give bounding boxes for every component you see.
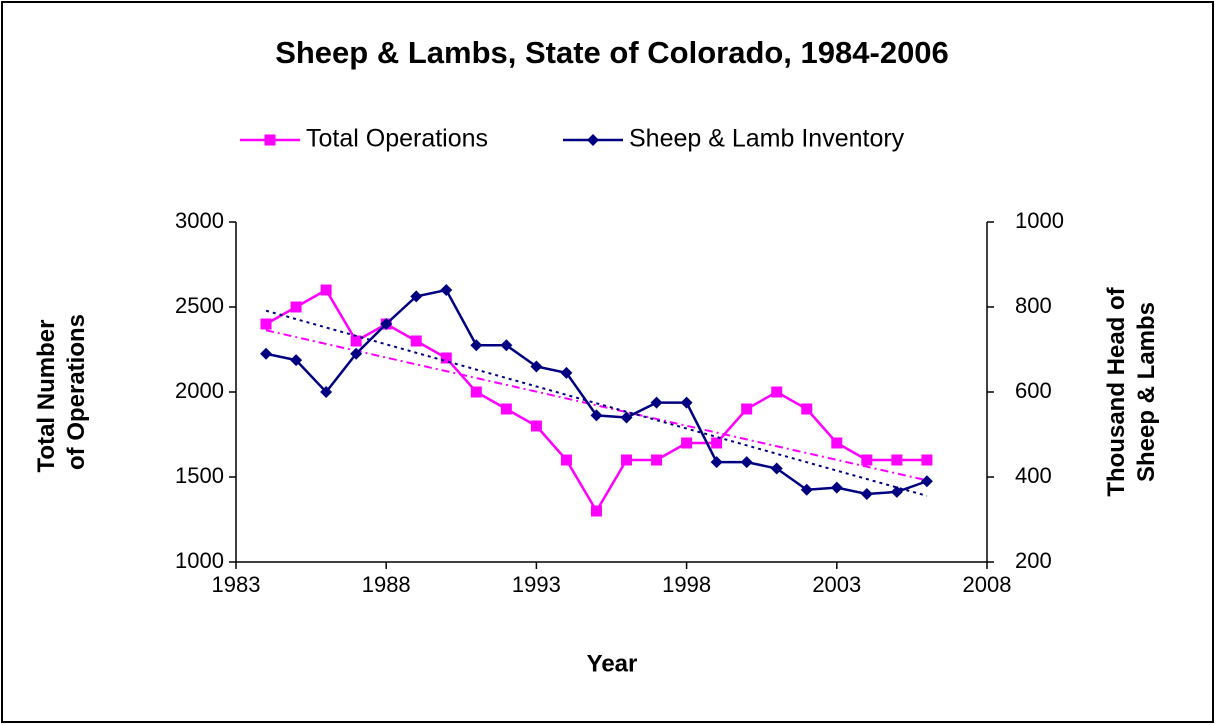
y2-tick-label: 200 bbox=[1015, 548, 1052, 573]
trendline bbox=[265, 309, 928, 497]
marker bbox=[711, 437, 723, 449]
marker bbox=[920, 475, 933, 488]
legend-label: Sheep & Lamb Inventory bbox=[629, 125, 905, 153]
y-axis-title-line: of Operations bbox=[63, 314, 90, 470]
y-axis-title: Total Number of Operations bbox=[33, 314, 90, 472]
marker bbox=[681, 437, 693, 449]
marker bbox=[921, 454, 933, 466]
marker bbox=[890, 485, 903, 498]
marker bbox=[740, 456, 753, 469]
marker bbox=[260, 347, 273, 360]
marker bbox=[530, 420, 542, 432]
y-tick-label: 3000 bbox=[175, 208, 224, 233]
y2-tick-label: 800 bbox=[1015, 293, 1052, 318]
marker bbox=[590, 409, 603, 422]
marker bbox=[290, 301, 302, 313]
y-tick-label: 2500 bbox=[175, 293, 224, 318]
x-tick-label: 2003 bbox=[812, 572, 861, 597]
marker bbox=[770, 462, 783, 475]
x-tick-label: 2008 bbox=[963, 572, 1012, 597]
x-tick-label: 1988 bbox=[362, 572, 411, 597]
marker bbox=[830, 481, 843, 494]
y-tick-label: 1500 bbox=[175, 463, 224, 488]
marker bbox=[620, 411, 633, 424]
x-axis-title: Year bbox=[587, 650, 638, 677]
marker bbox=[440, 352, 452, 364]
marker bbox=[741, 403, 753, 415]
marker bbox=[410, 335, 422, 347]
marker bbox=[860, 488, 873, 500]
y2-tick-label: 600 bbox=[1015, 378, 1052, 403]
marker bbox=[410, 290, 423, 303]
marker bbox=[891, 454, 903, 466]
marker bbox=[470, 386, 482, 398]
y-axis-title-line: Total Number bbox=[33, 320, 60, 473]
marker bbox=[500, 403, 512, 415]
x-tick-label: 1998 bbox=[662, 572, 711, 597]
chart-title: Sheep & Lambs, State of Colorado, 1984-2… bbox=[275, 35, 949, 70]
legend-label: Total Operations bbox=[306, 125, 488, 153]
y-tick-label: 2000 bbox=[175, 378, 224, 403]
marker bbox=[440, 284, 453, 296]
marker bbox=[621, 454, 633, 466]
marker bbox=[350, 347, 363, 360]
marker bbox=[264, 134, 276, 146]
marker bbox=[710, 456, 723, 469]
y2-tick-label: 1000 bbox=[1015, 208, 1064, 233]
marker bbox=[500, 339, 513, 352]
marker bbox=[470, 339, 483, 352]
marker bbox=[590, 505, 602, 517]
marker bbox=[680, 396, 693, 409]
marker bbox=[771, 386, 783, 398]
marker bbox=[560, 366, 573, 379]
marker bbox=[587, 134, 599, 146]
trendline bbox=[265, 329, 928, 482]
marker bbox=[290, 354, 303, 367]
y2-axis-title: Thousand Head of Sheep & Lambs bbox=[1103, 286, 1160, 496]
marker bbox=[801, 403, 813, 415]
y-tick-label: 1000 bbox=[175, 548, 224, 573]
x-tick-label: 1993 bbox=[512, 572, 561, 597]
marker bbox=[861, 454, 873, 466]
marker bbox=[800, 483, 813, 496]
marker bbox=[650, 396, 663, 409]
marker bbox=[560, 454, 572, 466]
marker bbox=[831, 437, 843, 449]
marker bbox=[260, 318, 272, 330]
marker bbox=[320, 284, 332, 296]
y2-tick-label: 400 bbox=[1015, 463, 1052, 488]
marker bbox=[651, 454, 663, 466]
marker bbox=[350, 335, 362, 347]
x-tick-label: 1983 bbox=[212, 572, 261, 597]
y2-axis-title-line: Sheep & Lambs bbox=[1133, 302, 1160, 482]
y2-axis-title-line: Thousand Head of bbox=[1103, 286, 1130, 496]
marker bbox=[380, 318, 393, 330]
marker bbox=[530, 360, 543, 373]
marker bbox=[320, 386, 333, 398]
